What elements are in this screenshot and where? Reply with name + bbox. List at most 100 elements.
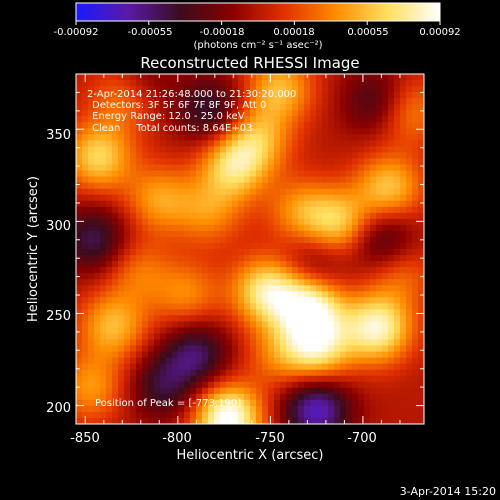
heatmap-cell	[358, 249, 365, 256]
heatmap-cell	[112, 405, 119, 413]
heatmap-cell	[376, 218, 383, 226]
heatmap-cell	[172, 273, 179, 280]
heatmap-cell	[226, 92, 233, 99]
heatmap-cell	[358, 339, 365, 346]
heatmap-cell	[346, 399, 353, 407]
heatmap-cell	[190, 206, 197, 214]
heatmap-cell	[388, 321, 395, 328]
heatmap-cell	[220, 351, 227, 359]
heatmap-cell	[202, 387, 209, 395]
heatmap-cell	[304, 110, 311, 117]
heatmap-cell	[334, 297, 341, 304]
heatmap-cell	[172, 291, 179, 298]
heatmap-cell	[202, 86, 209, 93]
heatmap-cell	[202, 98, 209, 105]
heatmap-cell	[190, 297, 197, 304]
heatmap-cell	[130, 345, 137, 352]
heatmap-cell	[274, 122, 281, 129]
heatmap-cell	[106, 411, 113, 419]
heatmap-cell	[112, 134, 119, 141]
heatmap-cell	[388, 188, 395, 196]
heatmap-cell	[346, 224, 353, 232]
heatmap-cell	[178, 285, 185, 292]
heatmap-cell	[88, 92, 95, 99]
heatmap-cell	[388, 134, 395, 141]
heatmap-cell	[184, 182, 191, 190]
heatmap-cell	[370, 345, 377, 352]
heatmap-cell	[286, 164, 293, 171]
heatmap-cell	[220, 279, 227, 286]
heatmap-cell	[400, 128, 407, 135]
heatmap-cell	[124, 357, 131, 365]
heatmap-cell	[358, 303, 365, 310]
heatmap-cell	[328, 375, 335, 383]
heatmap-cell	[334, 122, 341, 129]
heatmap-cell	[352, 224, 359, 232]
heatmap-cell	[148, 164, 155, 171]
heatmap-cell	[88, 315, 95, 322]
heatmap-cell	[316, 255, 323, 262]
heatmap-cell	[406, 327, 413, 334]
heatmap-cell	[250, 399, 257, 407]
heatmap-cell	[274, 261, 281, 268]
heatmap-cell	[412, 327, 419, 334]
heatmap-cell	[154, 92, 161, 99]
heatmap-cell	[232, 98, 239, 105]
heatmap-cell	[136, 206, 143, 214]
heatmap-cell	[238, 303, 245, 310]
heatmap-cell	[382, 230, 389, 238]
heatmap-cell	[184, 315, 191, 322]
heatmap-cell	[148, 345, 155, 352]
heatmap-cell	[160, 369, 167, 377]
heatmap-cell	[88, 327, 95, 334]
heatmap-cell	[298, 411, 305, 419]
heatmap-cell	[208, 399, 215, 407]
heatmap-cell	[382, 303, 389, 310]
heatmap-cell	[412, 200, 419, 208]
heatmap-cell	[184, 236, 191, 244]
heatmap-cell	[316, 303, 323, 310]
heatmap-cell	[298, 74, 305, 81]
heatmap-cell	[280, 140, 287, 147]
heatmap-cell	[370, 152, 377, 159]
heatmap-cell	[136, 98, 143, 105]
heatmap-cell	[292, 74, 299, 81]
heatmap-cell	[154, 146, 161, 153]
heatmap-cell	[220, 86, 227, 93]
heatmap-cell	[376, 285, 383, 292]
heatmap-cell	[184, 321, 191, 328]
heatmap-cell	[88, 122, 95, 129]
heatmap-cell	[100, 273, 107, 280]
heatmap-cell	[112, 393, 119, 401]
heatmap-cell	[124, 417, 131, 424]
heatmap-cell	[352, 92, 359, 99]
heatmap-cell	[304, 405, 311, 413]
heatmap-cell	[352, 273, 359, 280]
heatmap-cell	[334, 104, 341, 111]
heatmap-cell	[160, 134, 167, 141]
heatmap-cell	[256, 273, 263, 280]
heatmap-cell	[352, 230, 359, 238]
heatmap-cell	[298, 297, 305, 304]
heatmap-cell	[394, 345, 401, 352]
heatmap-cell	[190, 200, 197, 208]
heatmap-cell	[262, 182, 269, 190]
heatmap-cell	[322, 369, 329, 377]
heatmap-cell	[262, 164, 269, 171]
heatmap-cell	[388, 236, 395, 244]
heatmap-cell	[214, 218, 221, 226]
heatmap-cell	[226, 297, 233, 304]
heatmap-cell	[154, 345, 161, 352]
heatmap-cell	[226, 291, 233, 298]
heatmap-cell	[370, 224, 377, 232]
heatmap-cell	[328, 170, 335, 177]
heatmap-cell	[292, 188, 299, 196]
heatmap-cell	[268, 339, 275, 346]
heatmap-cell	[286, 291, 293, 298]
heatmap-cell	[322, 236, 329, 244]
heatmap-cell	[358, 255, 365, 262]
heatmap-cell	[250, 393, 257, 401]
heatmap-cell	[256, 122, 263, 129]
heatmap-cell	[160, 86, 167, 93]
heatmap-cell	[124, 327, 131, 334]
